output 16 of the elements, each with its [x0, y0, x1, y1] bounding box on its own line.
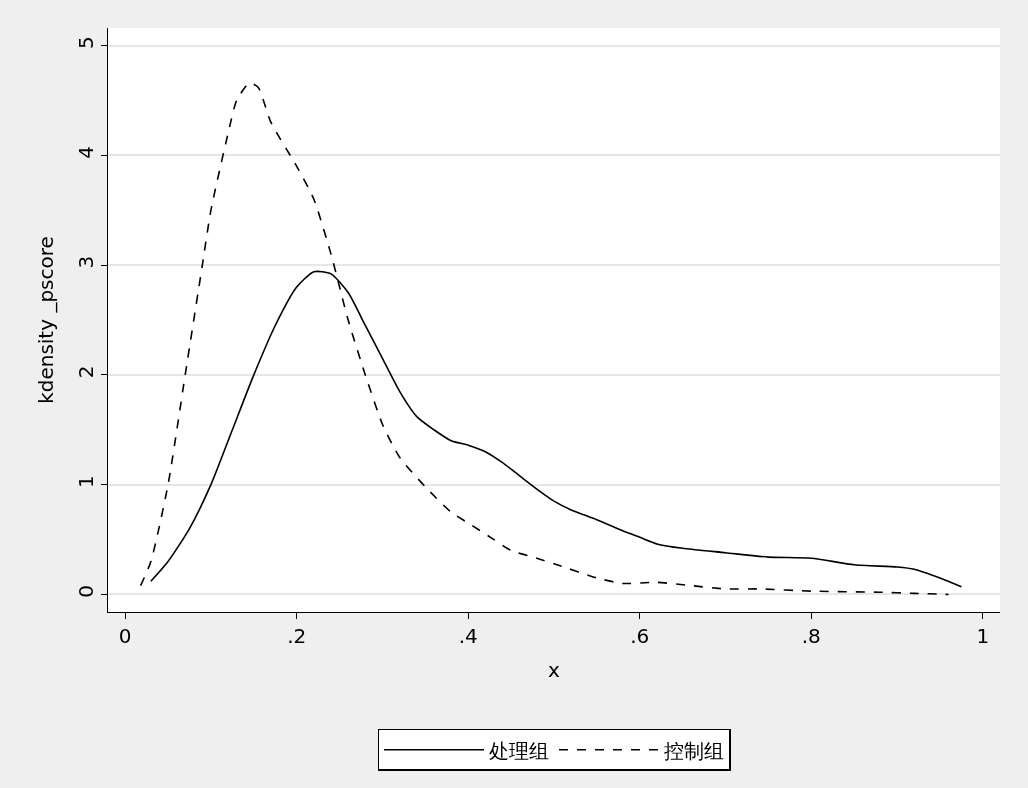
y-tick-label: 1 [74, 475, 98, 489]
legend-label: 处理组 [489, 738, 549, 763]
y-axis-title: kdensity _pscore [33, 236, 58, 404]
x-tick-label: .2 [287, 624, 307, 648]
x-tick-label: .6 [630, 624, 650, 648]
y-tick-label: 4 [74, 145, 98, 159]
y-tick-label: 0 [74, 585, 98, 598]
y-tick-label: 5 [74, 36, 98, 49]
x-axis-title: x [548, 657, 561, 682]
x-tick-label: 1 [976, 624, 990, 648]
y-tick-label: 3 [74, 255, 98, 269]
y-tick-label: 2 [74, 365, 98, 379]
x-tick-label: .4 [458, 624, 478, 648]
legend-label: 控制组 [664, 738, 724, 763]
x-tick-label: .8 [801, 624, 821, 648]
x-tick-label: 0 [118, 624, 132, 648]
